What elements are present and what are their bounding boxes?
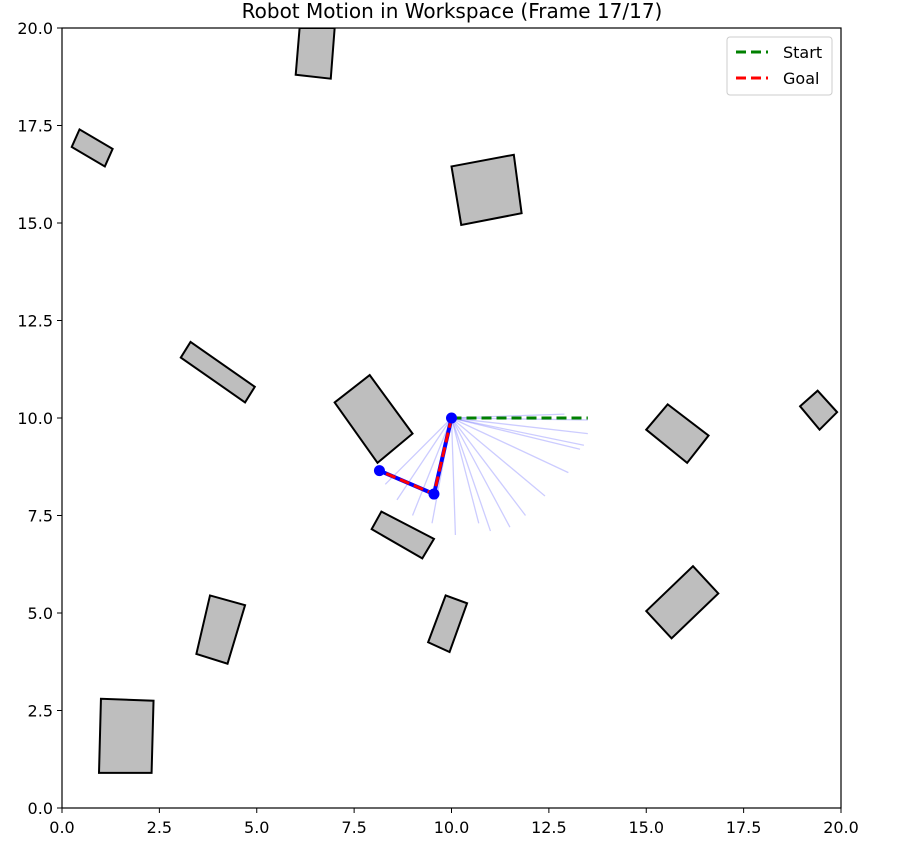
trail-segment bbox=[450, 417, 480, 524]
y-tick-label: 5.0 bbox=[28, 604, 53, 623]
obstacles-layer bbox=[70, 28, 839, 774]
trail-segment bbox=[450, 417, 492, 532]
y-tick-label: 10.0 bbox=[17, 409, 53, 428]
arm-joint-point bbox=[446, 412, 457, 424]
legend-start-label: Start bbox=[783, 43, 822, 62]
trail-segment bbox=[411, 417, 453, 516]
obstacle bbox=[179, 340, 257, 404]
x-tick-label: 17.5 bbox=[726, 818, 762, 837]
x-tick-label: 15.0 bbox=[628, 818, 664, 837]
obstacle bbox=[294, 28, 336, 80]
trail-segment bbox=[451, 417, 569, 474]
y-tick-label: 17.5 bbox=[17, 117, 53, 136]
obstacle bbox=[333, 373, 414, 465]
x-tick-label: 5.0 bbox=[244, 818, 269, 837]
trail-segment bbox=[450, 417, 527, 516]
arm-joint-point bbox=[373, 465, 385, 477]
x-axis: 0.0 2.5 5.0 7.5 10.0 12.5 15.0 17.5 20.0 bbox=[49, 808, 859, 837]
y-tick-label: 15.0 bbox=[17, 214, 53, 233]
chart-title: Robot Motion in Workspace (Frame 17/17) bbox=[242, 0, 663, 23]
motion-trail-layer bbox=[384, 413, 588, 536]
x-tick-label: 0.0 bbox=[49, 818, 74, 837]
obstacle bbox=[370, 510, 436, 560]
plot-area bbox=[61, 27, 842, 809]
trail-segment bbox=[451, 417, 585, 446]
series-layer bbox=[373, 412, 588, 500]
trail-segment bbox=[450, 417, 457, 536]
trail-segment bbox=[451, 417, 546, 497]
trail-segment bbox=[396, 417, 453, 501]
arm-joint-point bbox=[428, 488, 440, 500]
y-tick-label: 20.0 bbox=[17, 19, 53, 38]
obstacle bbox=[426, 594, 469, 654]
y-tick-label: 0.0 bbox=[28, 799, 53, 818]
obstacle bbox=[195, 594, 247, 665]
trail-segment bbox=[451, 417, 581, 450]
obstacle bbox=[644, 564, 720, 640]
y-tick-label: 2.5 bbox=[28, 702, 53, 721]
trail-segment bbox=[450, 417, 511, 528]
obstacle bbox=[644, 402, 710, 465]
y-axis: 0.0 2.5 5.0 7.5 10.0 12.5 15.0 17.5 20.0 bbox=[17, 19, 62, 818]
y-tick-label: 12.5 bbox=[17, 312, 53, 331]
trail-segment bbox=[384, 417, 452, 485]
obstacle bbox=[798, 389, 839, 432]
legend: Start Goal bbox=[726, 36, 833, 96]
x-tick-label: 7.5 bbox=[341, 818, 366, 837]
x-tick-label: 20.0 bbox=[823, 818, 859, 837]
obstacle bbox=[450, 153, 523, 227]
obstacle bbox=[70, 127, 114, 168]
trail-segment bbox=[451, 417, 588, 435]
x-tick-label: 2.5 bbox=[147, 818, 172, 837]
y-tick-label: 7.5 bbox=[28, 507, 53, 526]
obstacle bbox=[97, 697, 155, 774]
legend-goal-label: Goal bbox=[783, 69, 819, 88]
x-tick-label: 10.0 bbox=[434, 818, 470, 837]
x-tick-label: 12.5 bbox=[531, 818, 567, 837]
